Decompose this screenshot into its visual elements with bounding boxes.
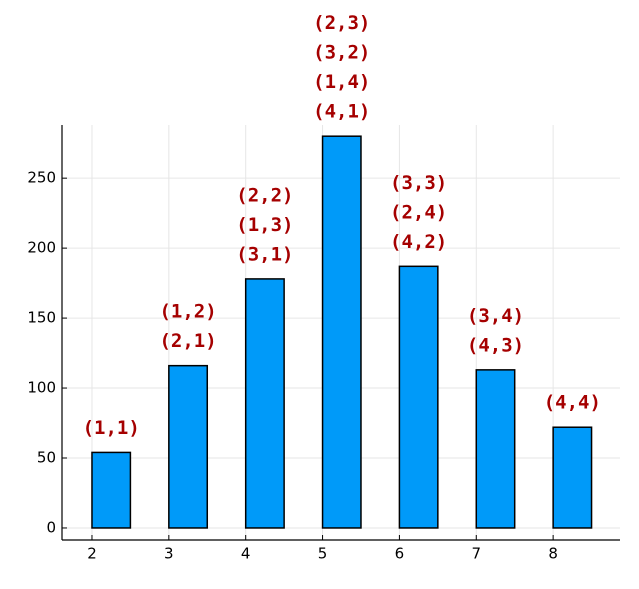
bar bbox=[244, 278, 285, 529]
bar bbox=[91, 451, 132, 529]
bar-annotation: (3,1) bbox=[236, 243, 293, 265]
x-tick-label: 2 bbox=[87, 545, 97, 563]
x-tick-label: 8 bbox=[548, 545, 558, 563]
y-tick-label: 150 bbox=[27, 309, 56, 327]
bar-annotation: (1,3) bbox=[236, 214, 293, 236]
y-tick-label: 50 bbox=[37, 449, 56, 467]
bar-annotation: (4,4) bbox=[544, 392, 601, 414]
bar-annotation: (2,1) bbox=[159, 330, 216, 352]
bar-annotation: (3,3) bbox=[390, 172, 447, 194]
bar bbox=[475, 369, 516, 529]
bar-annotation: (1,1) bbox=[83, 417, 140, 439]
x-tick-label: 5 bbox=[318, 545, 328, 563]
bar-annotation: (2,2) bbox=[236, 184, 293, 206]
bar-annotation: (2,3) bbox=[313, 12, 370, 34]
bar-annotation: (4,3) bbox=[467, 334, 524, 356]
y-tick-label: 0 bbox=[46, 518, 56, 536]
x-tick-label: 3 bbox=[164, 545, 174, 563]
bar-annotation: (2,4) bbox=[390, 201, 447, 223]
bar-annotation: (3,2) bbox=[313, 42, 370, 64]
y-tick-label: 250 bbox=[27, 169, 56, 187]
x-tick-label: 7 bbox=[471, 545, 481, 563]
x-tick-label: 4 bbox=[241, 545, 251, 563]
x-tick-label: 6 bbox=[395, 545, 405, 563]
bar-annotation: (4,2) bbox=[390, 231, 447, 253]
y-tick-label: 100 bbox=[27, 379, 56, 397]
bar-annotation: (3,4) bbox=[467, 305, 524, 327]
bar bbox=[168, 364, 209, 529]
y-tick-label: 200 bbox=[27, 239, 56, 257]
bar-annotation: (1,2) bbox=[159, 301, 216, 323]
bar bbox=[321, 135, 362, 529]
bar bbox=[398, 265, 439, 529]
bar-annotation: (1,4) bbox=[313, 71, 370, 93]
bar bbox=[552, 426, 593, 529]
bar-annotation: (4,1) bbox=[313, 101, 370, 123]
